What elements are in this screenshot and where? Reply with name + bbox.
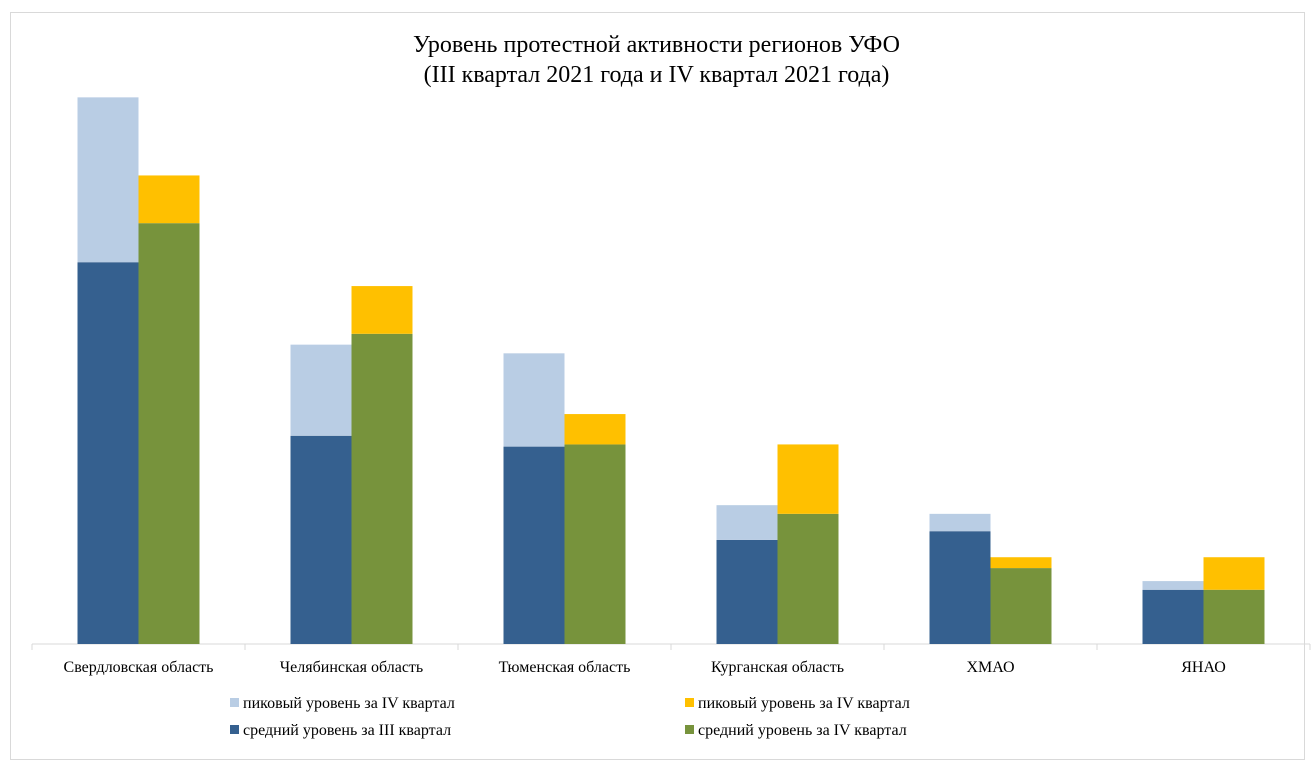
bars: [77, 97, 1265, 644]
legend-swatch: [685, 725, 694, 734]
bar-peak-q4: [564, 414, 626, 445]
bar-average-q3: [1142, 589, 1204, 644]
x-axis-labels: Свердловская область Челябинская область Т…: [64, 659, 1226, 676]
bar-average-q3: [929, 531, 991, 644]
legend-label: средний уровень за IV квартал: [698, 722, 907, 739]
bar-average-q4: [138, 223, 200, 644]
legend-item-peak-q3: пиковый уровень за IV квартал: [230, 694, 455, 714]
bar-peak-q3: [77, 97, 139, 263]
bar-peak-q4: [1203, 557, 1265, 590]
bar-peak-q4: [777, 444, 839, 514]
x-tick-label: Челябинская область: [280, 659, 423, 676]
legend-item-avg-q3: средний уровень за III квартал: [230, 721, 451, 741]
legend-item-peak-q4: пиковый уровень за IV квартал: [685, 694, 910, 714]
legend-swatch: [230, 698, 239, 707]
bar-average-q3: [503, 446, 565, 644]
bar-peak-q3: [929, 513, 991, 532]
chart-title: Уровень протестной активности регионов У…: [0, 30, 1313, 90]
bar-average-q3: [290, 435, 352, 644]
bar-average-q4: [351, 333, 413, 644]
x-tick-label: ХМАО: [966, 659, 1014, 676]
chart-frame: [10, 12, 1305, 760]
chart-title-line: Уровень протестной активности регионов У…: [412, 32, 900, 58]
legend-item-avg-q4: средний уровень за IV квартал: [685, 721, 907, 741]
x-tick-label: Курганская область: [711, 659, 844, 676]
legend-label: средний уровень за III квартал: [243, 722, 452, 739]
bar-average-q4: [1203, 589, 1265, 644]
legend-swatch: [685, 698, 694, 707]
chart-subtitle-line: (III квартал 2021 года и IV квартал 2021…: [423, 62, 890, 88]
bar-average-q4: [990, 568, 1052, 644]
bar-average-q3: [77, 262, 139, 644]
bar-peak-q3: [290, 344, 352, 436]
x-axis-ticks: [31, 644, 1311, 650]
bar-average-q4: [777, 513, 839, 644]
legend-label: пиковый уровень за IV квартал: [698, 695, 910, 712]
legend-swatch: [230, 725, 239, 734]
bar-peak-q3: [503, 353, 565, 447]
x-tick-label: ЯНАО: [1181, 659, 1226, 676]
bar-peak-q4: [138, 175, 200, 224]
x-tick-label: Свердловская область: [64, 659, 214, 676]
bar-peak-q3: [1142, 581, 1204, 590]
bar-average-q3: [716, 539, 778, 644]
bar-average-q4: [564, 444, 626, 644]
legend-label: пиковый уровень за IV квартал: [243, 695, 455, 712]
bar-peak-q4: [351, 286, 413, 334]
x-tick-label: Тюменская область: [499, 659, 631, 676]
bar-peak-q3: [716, 505, 778, 540]
bar-peak-q4: [990, 557, 1052, 569]
